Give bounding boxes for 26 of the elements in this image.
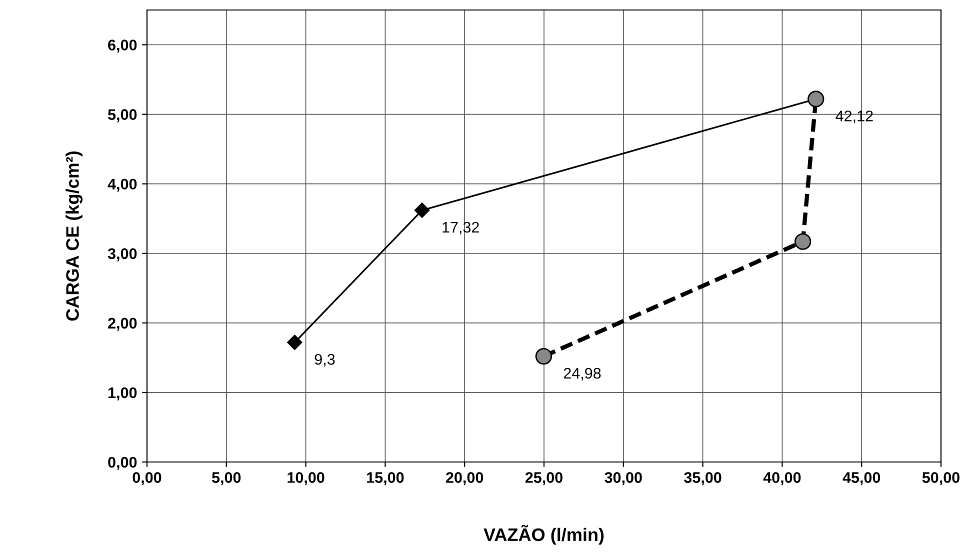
y-tick-label: 3,00	[108, 248, 137, 262]
x-tick-label: 15,00	[367, 472, 404, 486]
x-tick-label: 20,00	[446, 472, 484, 486]
y-tick-label: 2,00	[108, 318, 137, 331]
y-tick-label: 0,00	[108, 456, 137, 470]
annotation: 24,98	[564, 368, 601, 380]
annotation: 9,3	[314, 354, 335, 367]
point	[535, 348, 552, 365]
y-tick-label: 4,00	[108, 178, 137, 192]
x-tick-label: 10,00	[288, 472, 324, 486]
y-axis-title: CARGA CE (kg/cm²)	[66, 151, 83, 321]
x-tick-label: 0,00	[132, 472, 162, 486]
y-tick-label: 1,00	[108, 387, 137, 400]
x-tick-label: 45,00	[842, 472, 880, 486]
x-axis-title: VAZÃO (l/min)	[484, 524, 604, 545]
point	[287, 334, 302, 350]
x-tick-label: 50,00	[922, 472, 960, 486]
x-tick-label: 5,00	[212, 472, 241, 486]
y-tick-label: 5,00	[108, 109, 137, 122]
x-tick-label: 30,00	[604, 472, 642, 486]
x-tick-label: 40,00	[763, 472, 801, 486]
x-tick-label: 25,00	[525, 472, 562, 486]
x-tick-label: 35,00	[684, 472, 722, 486]
point	[414, 202, 430, 218]
y-tick-label: 6,00	[108, 40, 137, 53]
point	[794, 233, 812, 250]
